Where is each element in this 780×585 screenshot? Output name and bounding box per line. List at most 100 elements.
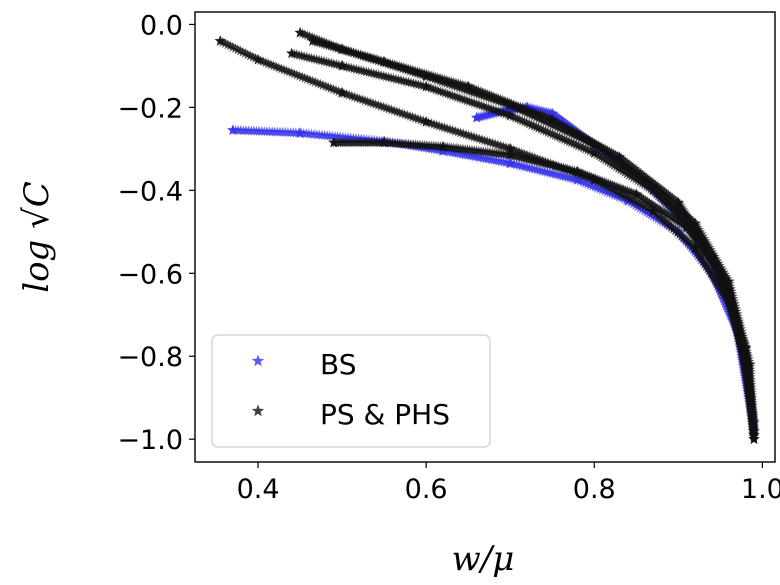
marker	[719, 269, 730, 280]
marker	[748, 429, 760, 440]
marker	[703, 251, 714, 262]
marker	[672, 196, 683, 207]
marker	[688, 231, 700, 242]
marker	[711, 255, 723, 266]
marker	[684, 226, 695, 237]
marker	[659, 186, 670, 197]
marker	[699, 258, 711, 269]
marker	[677, 213, 688, 224]
marker	[639, 205, 650, 216]
marker	[651, 208, 662, 219]
marker	[707, 270, 718, 281]
marker	[690, 233, 701, 244]
marker	[612, 186, 623, 197]
y-tick-label: 0.0	[140, 10, 183, 41]
marker	[702, 263, 713, 274]
marker	[660, 191, 671, 202]
marker	[663, 189, 674, 200]
marker	[614, 151, 625, 162]
marker	[617, 165, 628, 176]
marker	[685, 228, 697, 239]
marker	[631, 164, 642, 175]
marker	[653, 182, 665, 193]
marker	[710, 275, 721, 285]
marker	[704, 265, 715, 276]
marker	[695, 251, 706, 262]
y-tick-label: −0.2	[117, 93, 183, 124]
legend-box	[211, 334, 491, 448]
marker	[627, 162, 638, 172]
marker	[660, 197, 671, 208]
marker	[595, 151, 607, 162]
marker	[699, 246, 710, 257]
marker	[647, 184, 659, 195]
marker	[680, 208, 691, 219]
marker	[691, 235, 702, 246]
marker	[636, 169, 648, 180]
marker	[711, 262, 722, 273]
marker	[677, 204, 689, 215]
marker	[655, 183, 667, 194]
marker	[664, 201, 675, 211]
marker	[645, 183, 657, 194]
marker	[696, 242, 708, 253]
marker	[674, 198, 685, 209]
marker	[622, 192, 633, 202]
marker	[676, 202, 687, 213]
marker	[637, 199, 648, 210]
marker	[604, 157, 615, 168]
marker	[684, 238, 696, 249]
marker	[661, 188, 672, 199]
marker	[653, 190, 664, 201]
marker	[655, 192, 666, 202]
marker	[591, 149, 603, 160]
marker	[635, 167, 646, 178]
marker	[673, 209, 684, 220]
marker	[641, 206, 652, 217]
marker	[708, 259, 720, 270]
marker	[621, 157, 633, 168]
marker	[707, 257, 718, 268]
marker	[686, 218, 697, 229]
marker	[676, 230, 687, 241]
marker	[689, 222, 700, 233]
marker	[684, 214, 695, 225]
marker	[692, 228, 704, 239]
marker	[602, 156, 613, 166]
x-axis: 0.4 0.6 0.8 1.0	[237, 462, 780, 505]
y-tick-label: −0.6	[117, 259, 183, 290]
marker	[700, 235, 711, 246]
marker	[640, 172, 652, 183]
marker	[638, 170, 650, 181]
marker	[708, 272, 719, 283]
marker	[697, 236, 709, 247]
marker	[658, 190, 669, 201]
marker	[615, 157, 626, 168]
marker	[666, 202, 677, 213]
marker	[714, 266, 725, 277]
marker	[682, 236, 694, 247]
marker	[700, 248, 712, 259]
marker	[618, 154, 629, 165]
x-tick-label: 1.0	[741, 474, 780, 505]
marker	[698, 244, 709, 255]
marker	[690, 224, 701, 235]
plot-area	[194, 11, 776, 463]
marker	[680, 221, 691, 232]
marker	[657, 214, 668, 225]
marker	[639, 201, 650, 212]
marker	[655, 212, 666, 223]
marker	[620, 156, 631, 167]
marker	[619, 167, 631, 177]
marker	[624, 193, 636, 204]
legend-marker-icon	[251, 354, 265, 367]
marker	[608, 160, 620, 171]
marker	[702, 244, 714, 255]
marker	[644, 203, 655, 214]
marker	[686, 240, 698, 251]
marker	[670, 225, 681, 236]
marker	[636, 172, 647, 183]
marker	[675, 200, 686, 211]
marker	[628, 172, 639, 183]
